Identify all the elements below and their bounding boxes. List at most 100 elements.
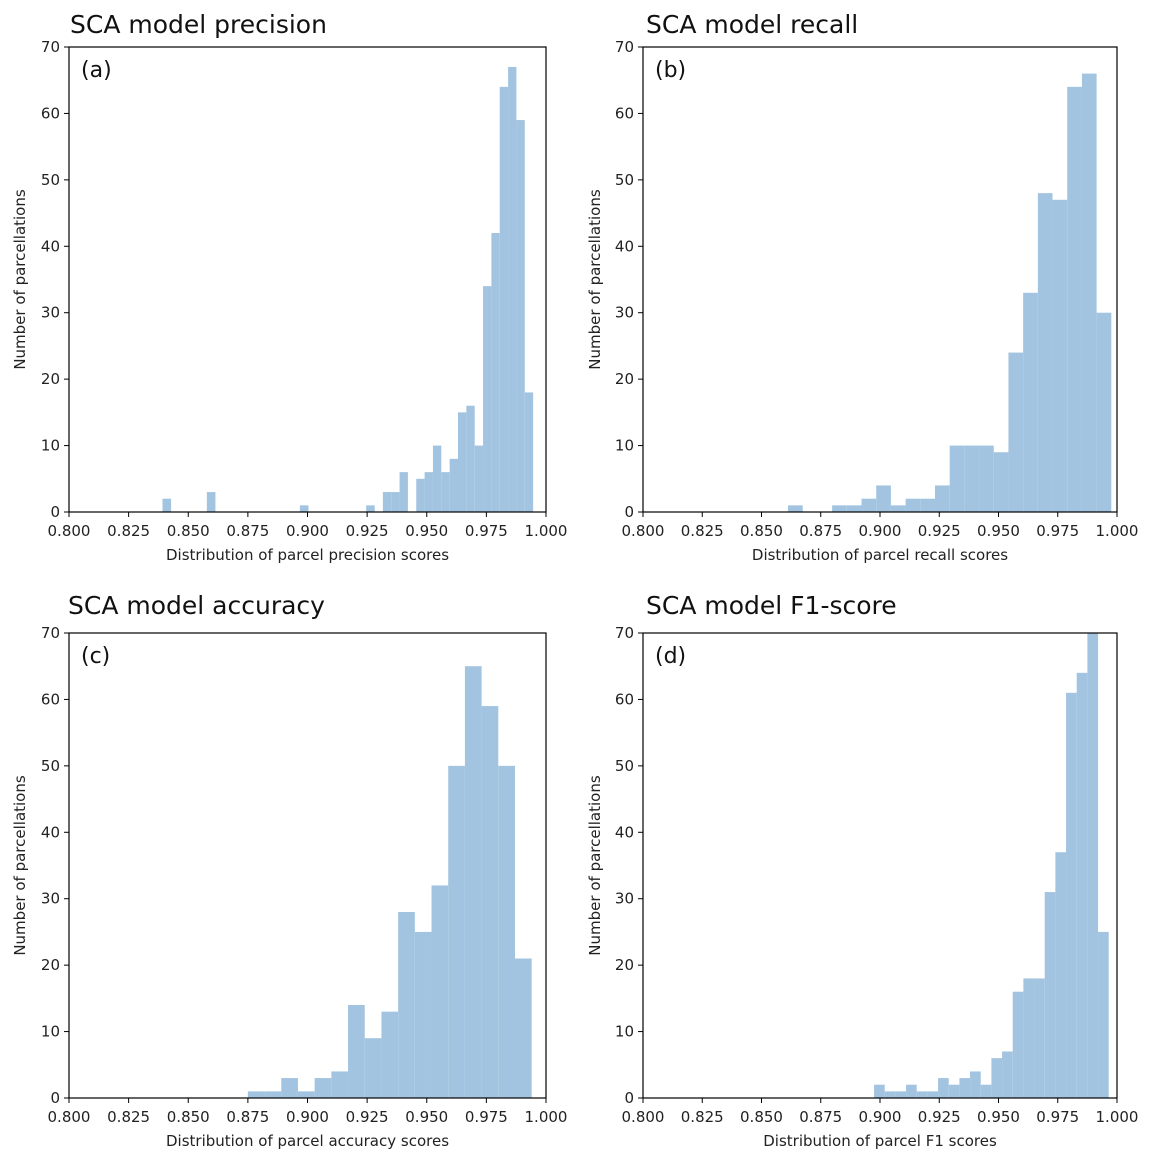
histogram-bar: [1023, 292, 1038, 512]
histogram-bar: [391, 492, 400, 512]
x-tick-label: 0.800: [48, 1108, 91, 1126]
histogram-bar: [491, 233, 500, 512]
x-tick-label: 0.925: [918, 1108, 961, 1126]
histogram-bar: [991, 1058, 1003, 1098]
x-axis-label: Distribution of parcel precision scores: [166, 546, 449, 564]
x-tick-label: 0.975: [465, 522, 508, 540]
histogram-bar: [206, 492, 216, 512]
x-tick-label: 0.825: [681, 1108, 724, 1126]
histogram-bar: [247, 1091, 265, 1098]
x-tick-label: 0.850: [167, 522, 210, 540]
histogram-bar: [938, 1078, 949, 1098]
y-tick-label: 50: [615, 757, 634, 775]
y-tick-label: 30: [615, 890, 634, 908]
histogram-bar: [788, 505, 803, 512]
y-tick-label: 30: [41, 890, 60, 908]
histogram-bar: [884, 1091, 896, 1098]
x-tick-label: 0.850: [740, 1108, 783, 1126]
histogram-bar: [466, 405, 475, 512]
x-tick-label: 1.000: [525, 522, 568, 540]
y-tick-label: 40: [41, 237, 60, 255]
histogram-bar: [464, 666, 482, 1098]
histogram-bar: [1055, 852, 1067, 1098]
y-tick-label: 0: [624, 1089, 634, 1107]
histogram-bar: [890, 505, 906, 512]
histogram-bar: [895, 1091, 907, 1098]
histogram-bar: [382, 492, 392, 512]
histogram-bar: [1037, 193, 1053, 512]
y-tick-label: 30: [41, 304, 60, 322]
histogram-bar: [905, 498, 921, 512]
histogram-bars-a: [162, 66, 534, 513]
x-tick-label: 0.950: [977, 1108, 1020, 1126]
y-axis-label: Number of parcellations: [11, 775, 29, 956]
histogram-bar: [979, 445, 994, 512]
panel-c: 0.800 0.825 0.850 0.875 0.900 0.925 0.950 0.975…: [11, 591, 567, 1150]
y-tick-label: 70: [615, 624, 634, 642]
x-tick-label: 0.950: [977, 522, 1020, 540]
y-tick-label: 70: [615, 38, 634, 56]
histogram-bar: [162, 498, 172, 512]
y-tick-label: 10: [41, 1023, 60, 1041]
y-tick-label: 70: [41, 38, 60, 56]
histogram-bar: [508, 66, 517, 513]
x-tick-label: 0.900: [286, 1108, 329, 1126]
histogram-bar: [1066, 692, 1077, 1098]
histogram-bar: [348, 1005, 365, 1098]
x-tick-label: 0.950: [405, 1108, 448, 1126]
histogram-bar: [481, 706, 499, 1098]
histogram-bar: [846, 505, 862, 512]
histogram-bar: [432, 445, 442, 512]
y-axis-label: Number of parcellations: [586, 189, 604, 370]
x-tick-label: 0.800: [622, 522, 665, 540]
histogram-bar: [1052, 199, 1068, 513]
histogram-bar: [970, 1071, 981, 1098]
histogram-bar: [414, 931, 432, 1098]
y-tick-label: 60: [615, 690, 634, 708]
x-axis-label: Distribution of parcel F1 scores: [763, 1132, 997, 1150]
histogram-bar: [416, 478, 425, 512]
histogram-bar: [1002, 1051, 1013, 1098]
histogram-bar: [524, 392, 534, 512]
y-tick-label: 40: [615, 823, 634, 841]
histogram-bar: [424, 472, 433, 512]
x-tick-label: 0.975: [465, 1108, 508, 1126]
x-tick-label: 0.875: [799, 522, 842, 540]
y-tick-label: 50: [615, 171, 634, 189]
chart-title: SCA model recall: [646, 10, 858, 39]
histogram-bar: [297, 1091, 315, 1098]
y-tick-label: 30: [615, 304, 634, 322]
histogram-bar: [1081, 73, 1097, 512]
histogram-bar: [281, 1078, 298, 1098]
histogram-bar: [1096, 312, 1112, 512]
y-tick-label: 50: [41, 757, 60, 775]
panel-d: 0.800 0.825 0.850 0.875 0.900 0.925 0.950 0.975…: [586, 591, 1138, 1150]
y-tick-label: 0: [50, 1089, 60, 1107]
x-axis-label: Distribution of parcel recall scores: [752, 546, 1008, 564]
panel-label: (d): [655, 644, 686, 669]
y-tick-label: 10: [615, 1023, 634, 1041]
histogram-bars-d: [874, 633, 1109, 1098]
chart-title: SCA model precision: [70, 10, 327, 39]
histogram-bar: [314, 1078, 332, 1098]
y-tick-label: 60: [41, 690, 60, 708]
histogram-bar: [441, 472, 450, 512]
x-axis-label: Distribution of parcel accuracy scores: [166, 1132, 449, 1150]
x-tick-label: 0.950: [405, 522, 448, 540]
histogram-bar: [876, 485, 891, 512]
y-axis-label: Number of parcellations: [11, 189, 29, 370]
x-tick-label: 0.800: [48, 522, 91, 540]
histogram-bar: [514, 958, 532, 1098]
x-tick-label: 0.850: [167, 1108, 210, 1126]
x-tick-label: 0.875: [226, 1108, 269, 1126]
histogram-bar: [1087, 633, 1099, 1098]
histogram-bars-b: [788, 73, 1112, 513]
histogram-bar: [498, 765, 515, 1098]
histogram-bar: [381, 1011, 399, 1098]
y-tick-label: 10: [41, 437, 60, 455]
y-axis-label: Number of parcellations: [586, 775, 604, 956]
histogram-bar: [499, 86, 509, 513]
histogram-bar: [264, 1091, 282, 1098]
y-tick-label: 20: [41, 370, 60, 388]
